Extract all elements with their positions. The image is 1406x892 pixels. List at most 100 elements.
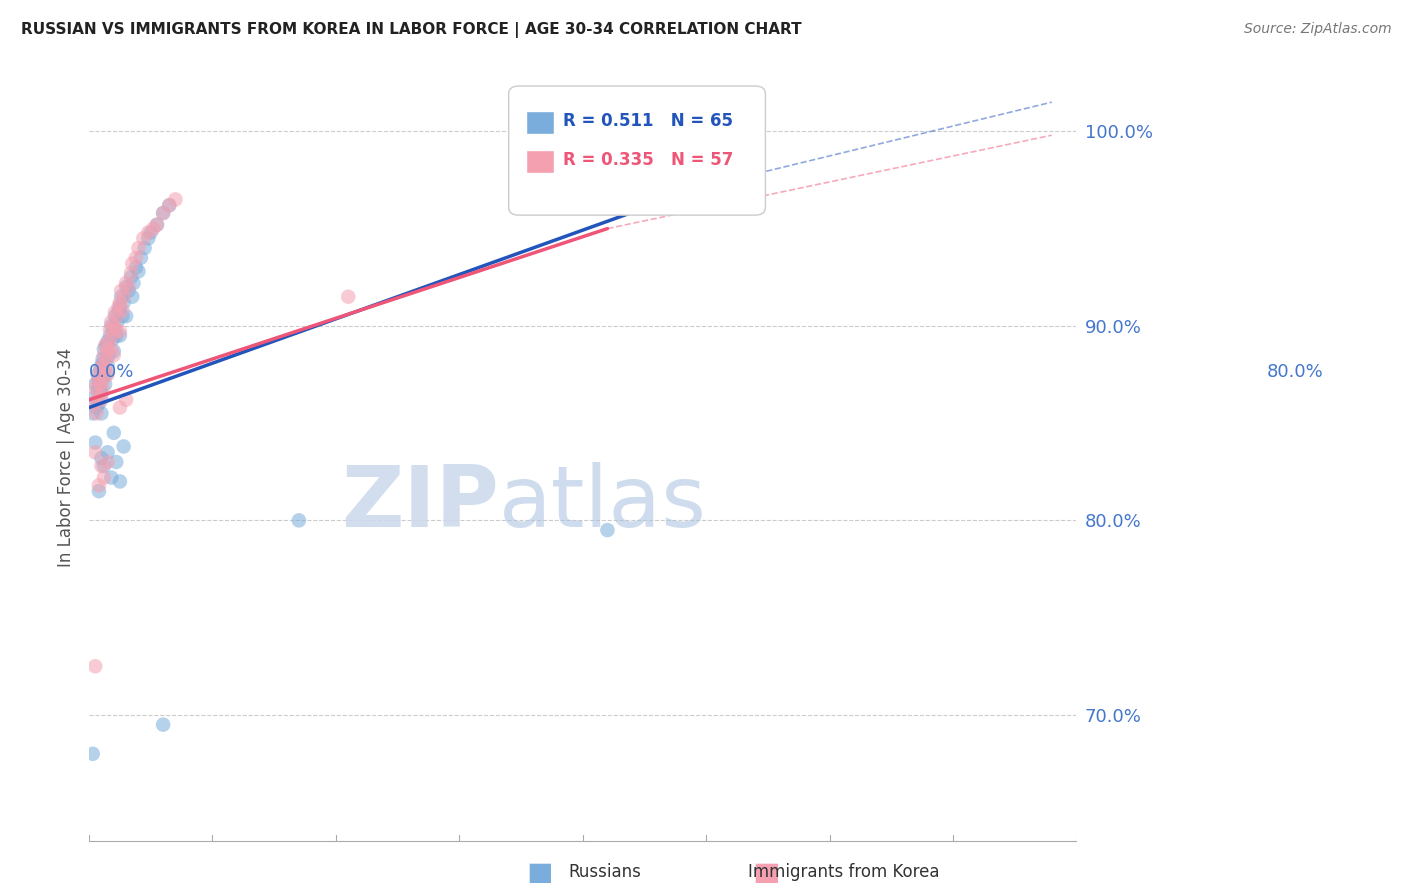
Point: [93, 342, 115, 356]
Point: [91, 381, 114, 395]
Point: [136, 231, 159, 245]
Point: [97, 334, 120, 349]
Point: [90, 406, 112, 420]
Point: [115, 392, 138, 407]
Point: [96, 368, 118, 382]
Point: [122, 276, 145, 290]
Text: Russians: Russians: [568, 863, 641, 881]
Text: Immigrants from Korea: Immigrants from Korea: [748, 863, 939, 881]
Point: [152, 717, 174, 731]
Text: RUSSIAN VS IMMIGRANTS FROM KOREA IN LABOR FORCE | AGE 30-34 CORRELATION CHART: RUSSIAN VS IMMIGRANTS FROM KOREA IN LABO…: [21, 22, 801, 38]
Point: [90, 392, 112, 407]
Point: [117, 280, 139, 294]
Point: [83, 397, 105, 411]
Point: [120, 270, 142, 285]
Point: [105, 455, 128, 469]
Point: [125, 251, 148, 265]
Point: [139, 226, 162, 240]
Point: [82, 406, 104, 420]
Point: [127, 264, 149, 278]
FancyBboxPatch shape: [509, 86, 765, 215]
Point: [87, 373, 110, 387]
Point: [87, 478, 110, 492]
Point: [103, 348, 125, 362]
Point: [121, 257, 143, 271]
Point: [94, 377, 117, 392]
Point: [100, 318, 122, 333]
Point: [86, 406, 108, 420]
Point: [100, 470, 122, 484]
Point: [84, 435, 107, 450]
Point: [107, 315, 129, 329]
Text: ZIP: ZIP: [342, 462, 499, 545]
Point: [100, 342, 122, 356]
Point: [108, 325, 131, 339]
Point: [96, 351, 118, 366]
Point: [136, 226, 159, 240]
Point: [94, 338, 117, 352]
Point: [84, 377, 107, 392]
Point: [98, 328, 121, 343]
Point: [91, 358, 114, 372]
Point: [97, 455, 120, 469]
Point: [111, 303, 134, 318]
Point: [108, 475, 131, 489]
Text: Source: ZipAtlas.com: Source: ZipAtlas.com: [1244, 22, 1392, 37]
Point: [288, 513, 311, 527]
Point: [103, 344, 125, 359]
Point: [152, 206, 174, 220]
Point: [112, 295, 135, 310]
Text: 80.0%: 80.0%: [1267, 363, 1323, 381]
Point: [84, 659, 107, 673]
Point: [110, 290, 132, 304]
Point: [115, 276, 138, 290]
Point: [134, 241, 156, 255]
Text: 0.0%: 0.0%: [89, 363, 135, 381]
Point: [93, 470, 115, 484]
Point: [97, 348, 120, 362]
Point: [157, 198, 180, 212]
Point: [146, 218, 169, 232]
Point: [142, 221, 165, 235]
Point: [93, 366, 115, 380]
Text: R = 0.511   N = 65: R = 0.511 N = 65: [562, 112, 733, 130]
Point: [93, 458, 115, 473]
Point: [83, 391, 105, 405]
Point: [110, 284, 132, 298]
Point: [90, 458, 112, 473]
Point: [87, 387, 110, 401]
Point: [108, 328, 131, 343]
Point: [105, 323, 128, 337]
Point: [91, 351, 114, 366]
Point: [89, 377, 111, 392]
Point: [84, 381, 107, 395]
Point: [89, 361, 111, 376]
Point: [90, 358, 112, 372]
Point: [108, 401, 131, 415]
Point: [86, 383, 108, 397]
Point: [127, 241, 149, 255]
Point: [146, 218, 169, 232]
Point: [101, 333, 124, 347]
FancyBboxPatch shape: [526, 112, 554, 135]
Point: [87, 368, 110, 382]
Point: [96, 338, 118, 352]
Point: [90, 387, 112, 401]
Point: [120, 266, 142, 280]
Text: R = 0.335   N = 57: R = 0.335 N = 57: [562, 151, 734, 169]
Point: [86, 401, 108, 415]
Point: [103, 323, 125, 337]
Point: [87, 484, 110, 499]
Point: [82, 747, 104, 761]
Point: [86, 392, 108, 407]
Point: [90, 361, 112, 376]
Point: [97, 334, 120, 349]
Point: [97, 358, 120, 372]
Point: [129, 251, 152, 265]
Point: [103, 425, 125, 440]
Point: [115, 309, 138, 323]
Point: [112, 440, 135, 454]
Point: [97, 342, 120, 356]
Point: [89, 381, 111, 395]
Point: [104, 309, 127, 323]
